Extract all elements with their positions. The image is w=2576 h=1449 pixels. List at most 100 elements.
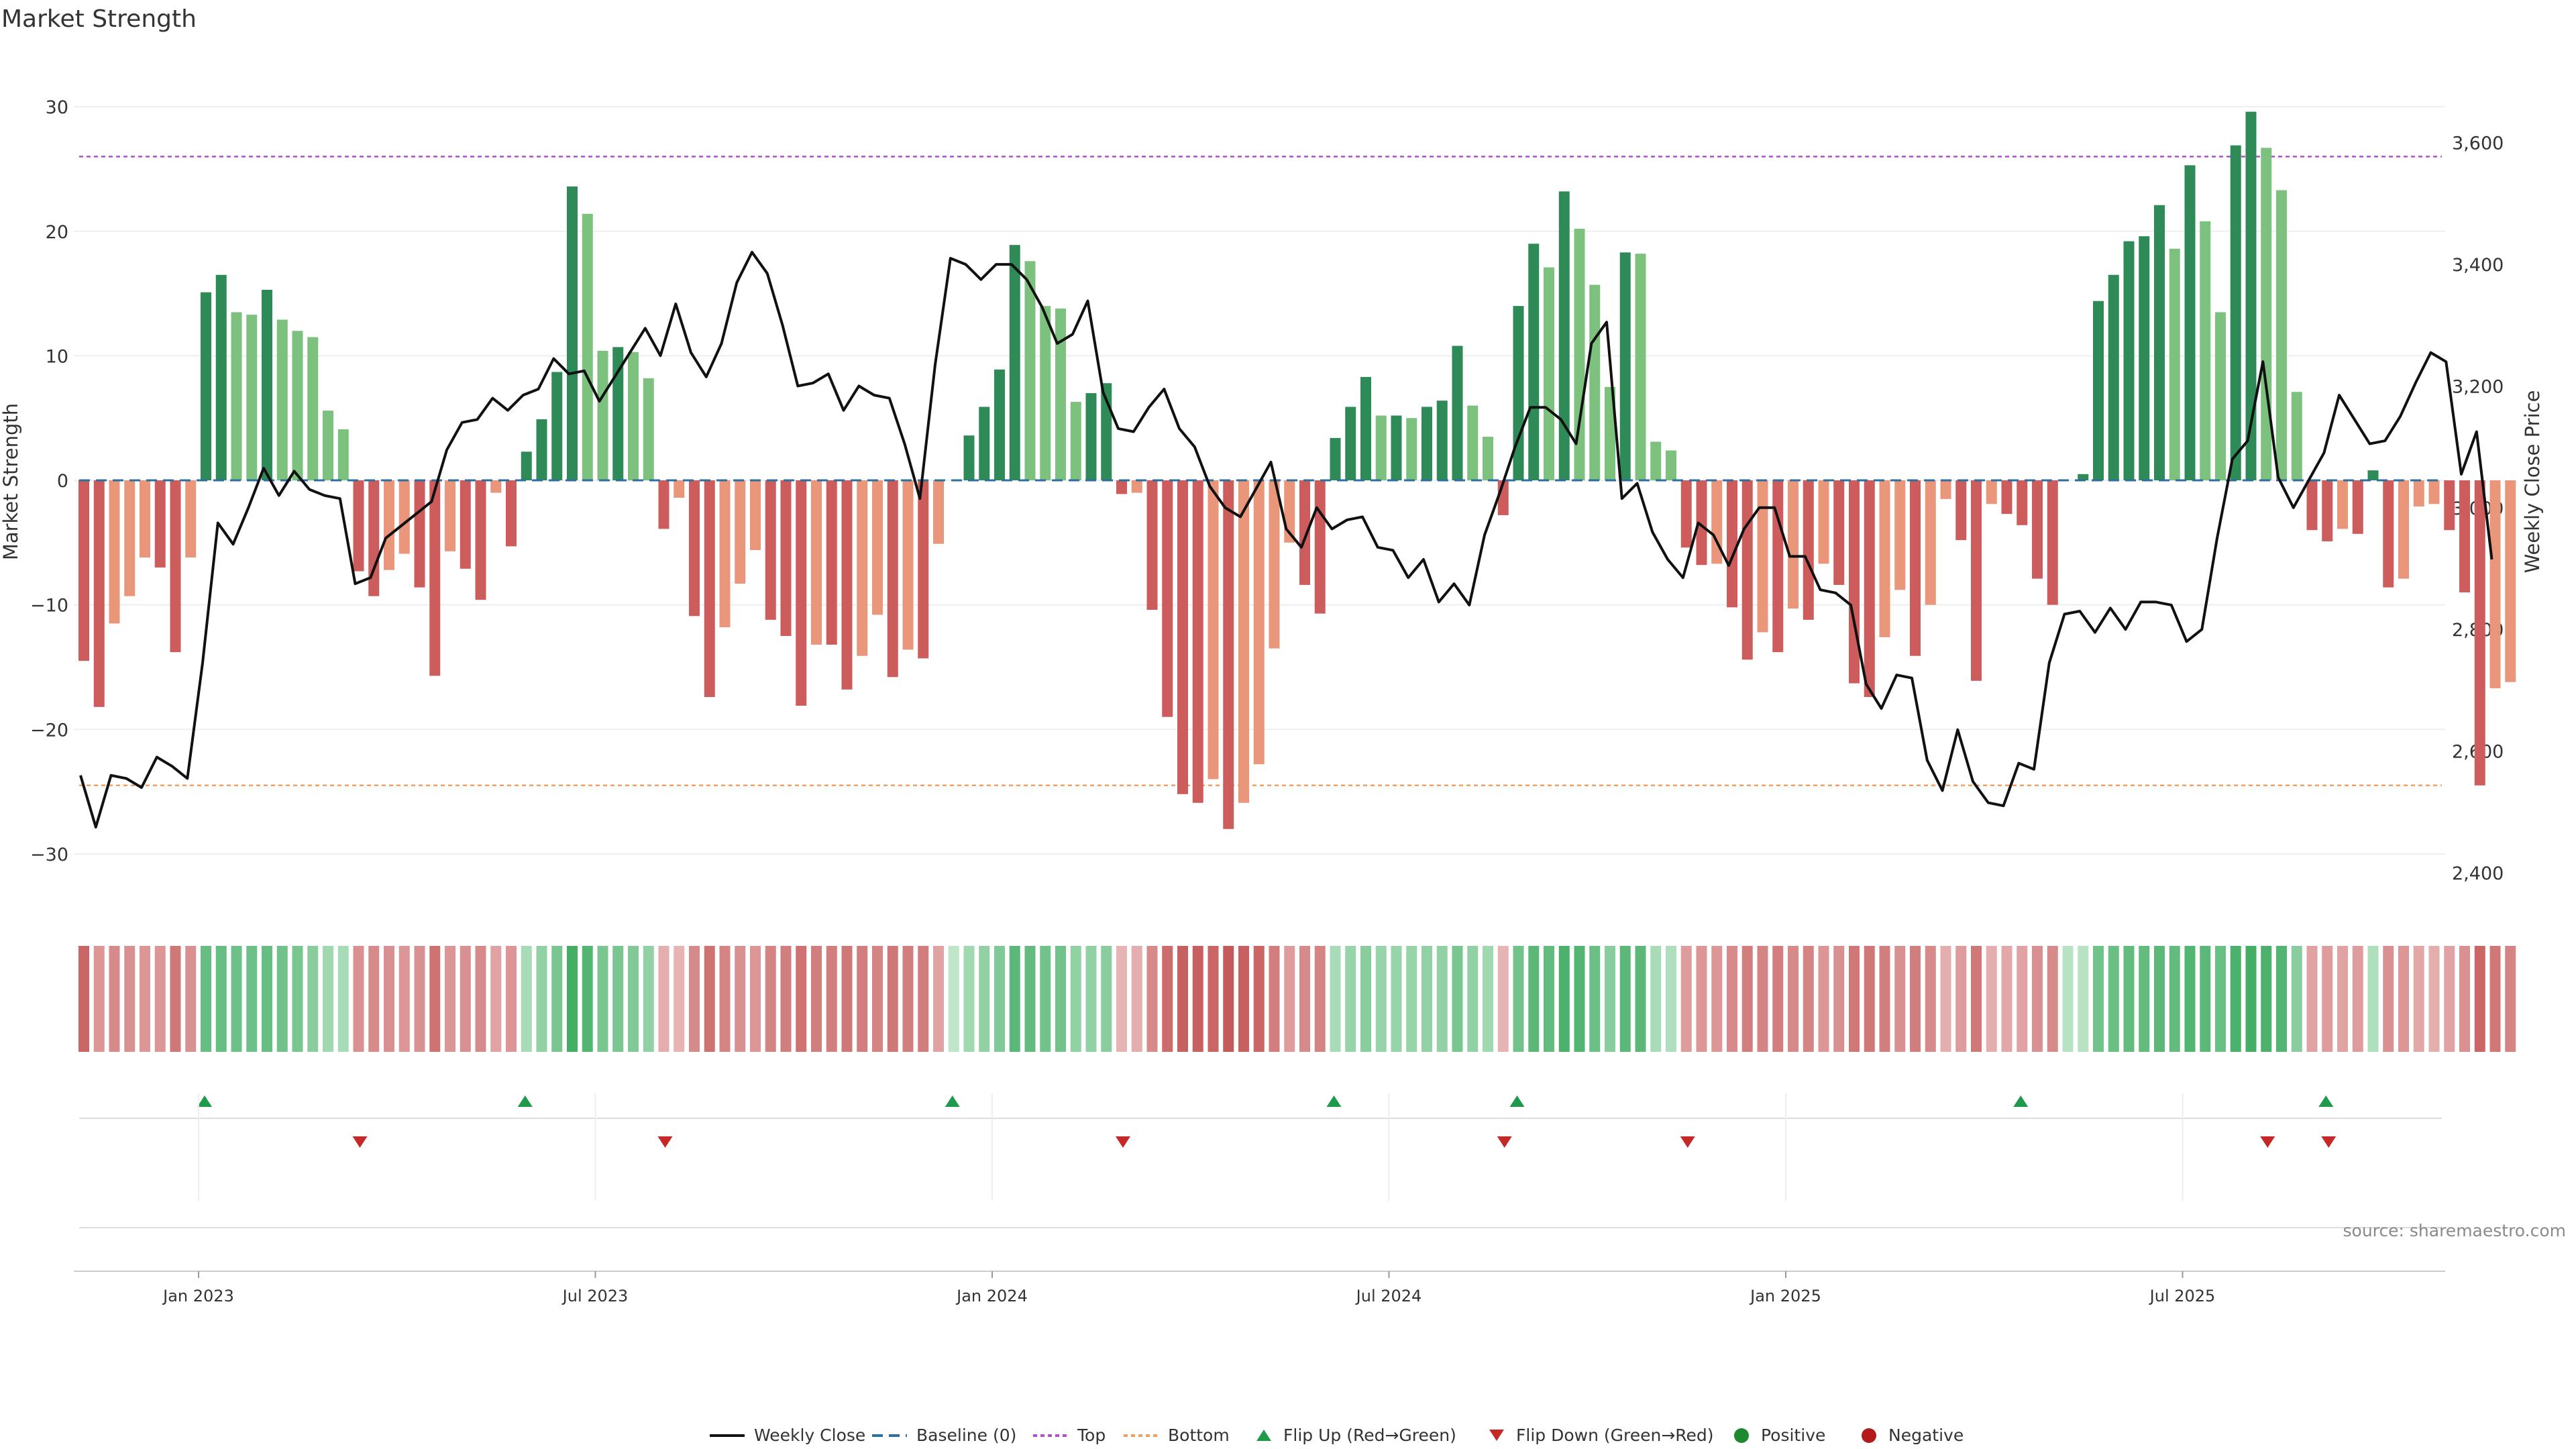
heat-cell [1711, 946, 1723, 1052]
heat-cell [2047, 946, 2058, 1052]
strength-bar [1040, 306, 1051, 480]
strength-bar [887, 480, 898, 678]
heat-cell [215, 946, 227, 1052]
flip-down-marker [1497, 1136, 1512, 1148]
strength-bar [323, 411, 333, 480]
heat-cell [1558, 946, 1570, 1052]
y-axis-left-ticks: 30 20 10 0 −10 −20 −30 [30, 97, 68, 865]
heat-cell [170, 946, 181, 1052]
heat-cell [2291, 946, 2302, 1052]
strength-bar [124, 480, 136, 596]
heat-cell [1345, 946, 1356, 1052]
strength-bar [1360, 376, 1371, 480]
flip-markers [79, 1095, 2442, 1228]
x-tick-label: Jul 2023 [561, 1287, 629, 1305]
strength-bar [658, 480, 669, 529]
strength-bar [1910, 480, 1921, 656]
x-axis: Jan 2023 Jul 2023 Jan 2024 Jul 2024 Jan 2025… [74, 1093, 2445, 1305]
heat-cell [398, 946, 410, 1052]
heat-cell [1696, 946, 1707, 1052]
heat-cell [2505, 946, 2516, 1052]
source-note: source: sharemaestro.com [2343, 1221, 2567, 1240]
heat-cell [323, 946, 333, 1052]
strength-bar [1879, 480, 1890, 637]
legend-label: Flip Up (Red→Green) [1283, 1426, 1456, 1445]
legend-label: Weekly Close [754, 1426, 865, 1445]
heat-cell [1772, 946, 1784, 1052]
strength-bar [93, 480, 105, 707]
heat-cell [2489, 946, 2501, 1052]
heat-cell [979, 946, 990, 1052]
weekly-close-line [79, 250, 2493, 828]
legend-label: Flip Down (Green→Red) [1516, 1426, 1714, 1445]
strength-bar [918, 480, 929, 659]
strength-bar [765, 480, 776, 620]
strength-bar [1849, 480, 1860, 684]
heat-band [78, 946, 2516, 1052]
strength-bar [231, 312, 242, 480]
legend: Weekly Close Baseline (0) Top Bottom Flip Up… [710, 1426, 1964, 1445]
strength-bar [857, 480, 868, 656]
legend-label: Bottom [1168, 1426, 1230, 1445]
strength-bar [674, 480, 685, 498]
strength-bar [2306, 480, 2318, 531]
heat-cell [2017, 946, 2028, 1052]
strength-bar [841, 480, 853, 690]
strength-bar [750, 480, 761, 550]
strength-bar [154, 480, 166, 568]
heat-cell [2322, 946, 2333, 1052]
strength-bar [1680, 480, 1692, 548]
y-tick-label: −20 [30, 720, 68, 741]
flip-up-marker [1509, 1095, 1525, 1107]
strength-bar [506, 480, 517, 547]
strength-bar [551, 372, 563, 480]
strength-bar [1192, 480, 1203, 803]
heat-cell [506, 946, 517, 1052]
flip-down-marker [657, 1136, 673, 1148]
flip-down-marker [352, 1136, 368, 1148]
strength-bar [276, 319, 288, 480]
strength-bar [536, 419, 547, 480]
heat-cell [1666, 946, 1676, 1052]
heat-cell [1513, 946, 1524, 1052]
heat-cell [704, 946, 715, 1052]
strength-bar [1406, 418, 1417, 480]
strength-bar [1971, 480, 1982, 681]
flip-up-marker [2013, 1095, 2029, 1107]
x-tick-label: Jul 2025 [2149, 1287, 2216, 1305]
strength-bar [1024, 261, 1036, 480]
heat-cell [841, 946, 853, 1052]
heat-cell [1864, 946, 1875, 1052]
heat-cell [140, 946, 150, 1052]
strength-bar [262, 289, 272, 480]
x-tick-label: Jul 2024 [1355, 1287, 1422, 1305]
heat-cell [1040, 946, 1051, 1052]
strength-bar [140, 480, 150, 558]
heat-cell [551, 946, 563, 1052]
heat-cell [1314, 946, 1326, 1052]
legend-label: Positive [1761, 1426, 1825, 1445]
strength-bar [2474, 480, 2485, 786]
strength-bar [353, 480, 364, 572]
strength-bar [1741, 480, 1753, 660]
heat-cell [1223, 946, 1234, 1052]
strength-bar [582, 213, 593, 480]
heat-cell [1284, 946, 1295, 1052]
heat-cell [1208, 946, 1219, 1052]
heat-cell [353, 946, 364, 1052]
heat-cell [1940, 946, 1951, 1052]
strength-bar [719, 480, 731, 628]
heat-cell [1833, 946, 1845, 1052]
strength-bar [963, 435, 975, 480]
strength-bar [414, 480, 425, 588]
heat-cell [2200, 946, 2211, 1052]
strength-bar [1818, 480, 1829, 564]
strength-bar [1055, 308, 1066, 480]
heat-cell [674, 946, 685, 1052]
x-tick-label: Jan 2024 [955, 1287, 1028, 1305]
strength-bar [475, 480, 486, 600]
heat-cell [124, 946, 136, 1052]
strength-bar [2505, 480, 2516, 682]
strength-bar [2291, 392, 2302, 480]
